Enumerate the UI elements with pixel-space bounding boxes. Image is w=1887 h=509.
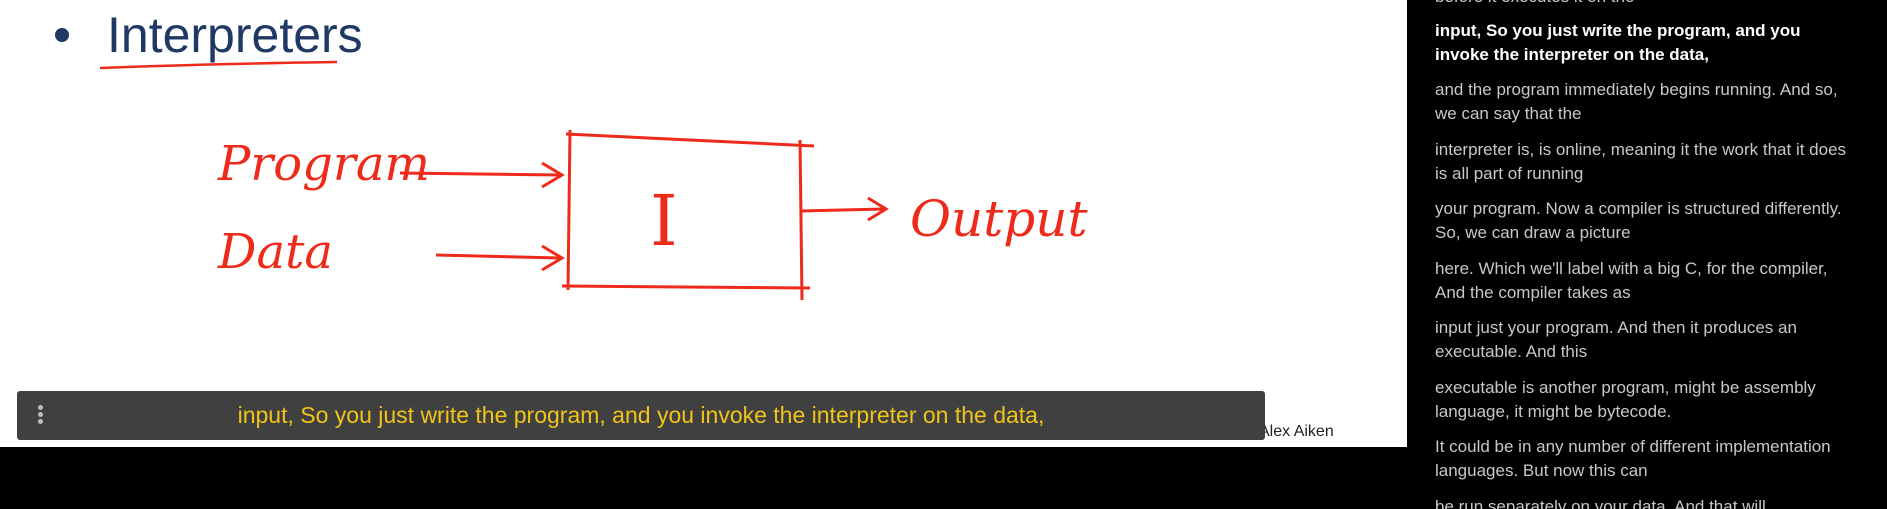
label-program: Program [217,136,430,192]
transcript-line[interactable]: before it executes it on the [1435,0,1850,9]
transcript-line[interactable]: here. Which we'll label with a big C, fo… [1435,259,1828,302]
slide-heading: Interpreters [107,7,363,63]
transcript-line[interactable]: It could be in any number of different i… [1435,437,1831,480]
arrow-output [799,207,885,213]
arrow-data [435,253,561,260]
transcript-line[interactable]: executable is another program, might be … [1435,378,1816,421]
lecture-slide: Interpreters Program Data I Output Alex … [0,0,1407,447]
slide-author: Alex Aiken [1259,423,1334,440]
label-data: Data [217,224,333,280]
label-output: Output [910,190,1088,248]
transcript-panel[interactable]: before it executes it on the input, So y… [1407,0,1867,509]
caption-text: input, So you just write the program, an… [237,402,1045,428]
caption-bar[interactable]: input, So you just write the program, an… [17,391,1265,440]
transcript-line[interactable]: be run separately on your data. And that… [1435,497,1766,509]
box-label-i: I [650,180,678,262]
heading-underline [99,60,338,70]
transcript-scrollbar[interactable] [1867,0,1887,509]
transcript-line-active[interactable]: input, So you just write the program, an… [1435,21,1801,64]
arrow-program [399,171,561,177]
transcript-line[interactable]: and the program immediately begins runni… [1435,80,1838,123]
bullet-point [55,28,69,42]
interpreter-box [561,129,815,301]
transcript-line[interactable]: interpreter is, is online, meaning it th… [1435,140,1847,183]
caption-menu-icon[interactable] [37,405,45,427]
transcript-line[interactable]: your program. Now a compiler is structur… [1435,199,1842,242]
transcript-line[interactable]: input just your program. And then it pro… [1435,318,1797,361]
interpreter-diagram: Program Data I Output [99,60,1088,301]
